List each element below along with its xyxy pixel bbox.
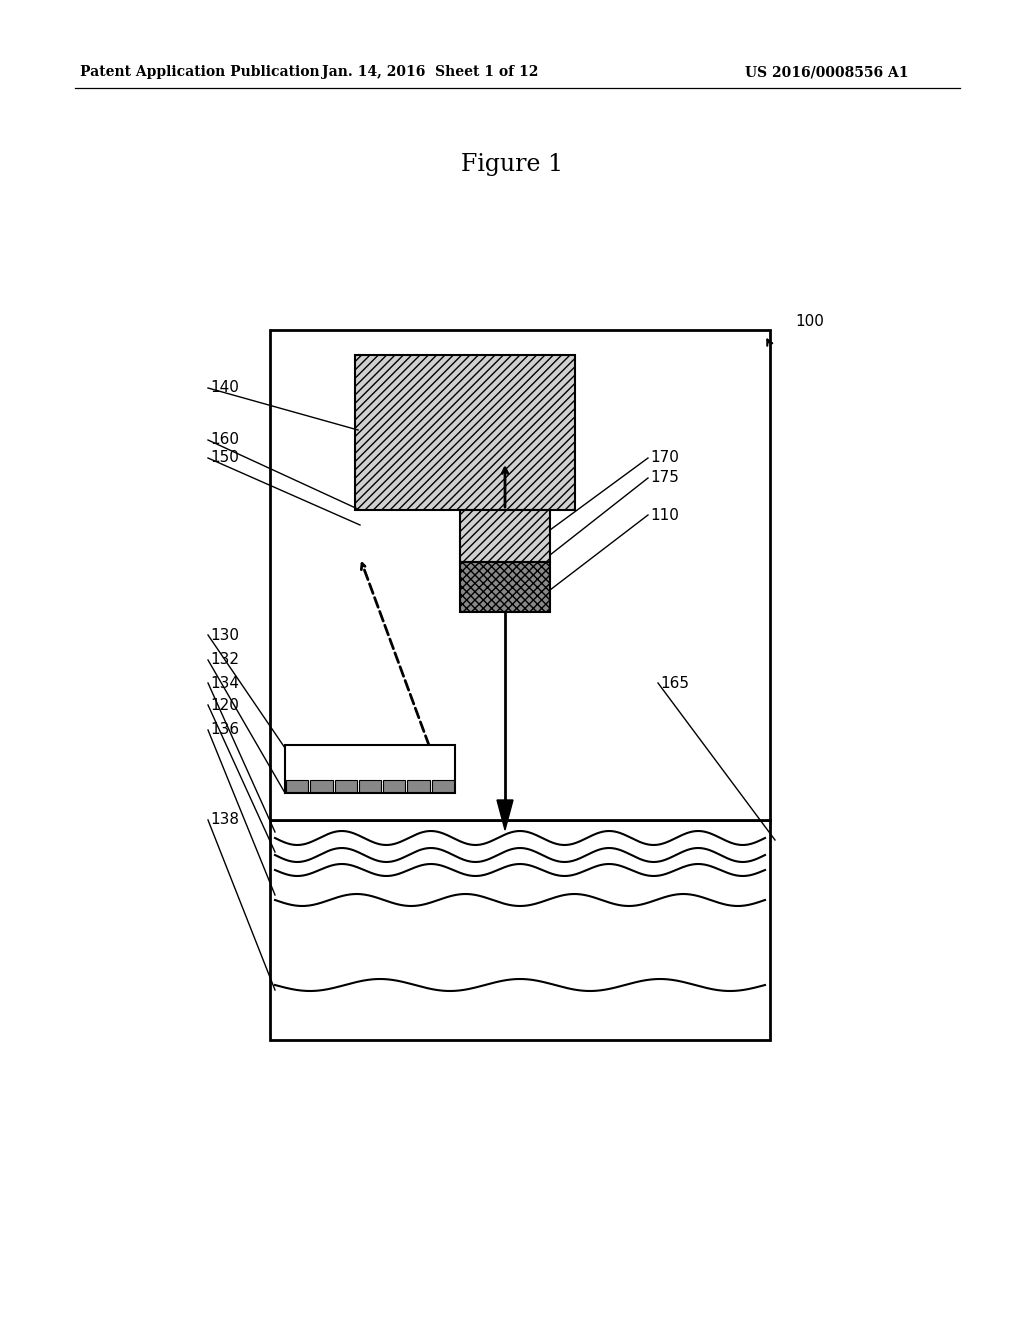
Text: 170: 170	[650, 450, 679, 466]
Bar	[432, 780, 454, 792]
Text: Figure 1: Figure 1	[461, 153, 563, 177]
Bar	[358, 780, 381, 792]
Bar	[270, 820, 770, 1040]
Bar	[355, 355, 575, 510]
Bar	[285, 744, 455, 793]
Bar	[408, 780, 430, 792]
Text: 150: 150	[210, 450, 239, 466]
Bar	[270, 330, 770, 820]
Polygon shape	[497, 800, 513, 830]
Text: 110: 110	[650, 507, 679, 523]
Text: 120: 120	[210, 697, 239, 713]
Bar	[310, 780, 333, 792]
Text: 130: 130	[210, 627, 239, 643]
Bar	[460, 562, 550, 612]
Text: 140: 140	[210, 380, 239, 396]
Bar	[286, 780, 308, 792]
Text: 134: 134	[210, 676, 239, 690]
Text: 136: 136	[210, 722, 240, 738]
Text: 138: 138	[210, 813, 239, 828]
Text: Patent Application Publication: Patent Application Publication	[80, 65, 319, 79]
Text: 160: 160	[210, 433, 239, 447]
Bar	[335, 780, 356, 792]
Bar	[383, 780, 406, 792]
Text: 100: 100	[795, 314, 824, 330]
Text: 165: 165	[660, 676, 689, 690]
Text: 175: 175	[650, 470, 679, 486]
Text: Jan. 14, 2016  Sheet 1 of 12: Jan. 14, 2016 Sheet 1 of 12	[322, 65, 539, 79]
Text: US 2016/0008556 A1: US 2016/0008556 A1	[745, 65, 908, 79]
Bar	[460, 510, 550, 562]
Text: 132: 132	[210, 652, 239, 668]
